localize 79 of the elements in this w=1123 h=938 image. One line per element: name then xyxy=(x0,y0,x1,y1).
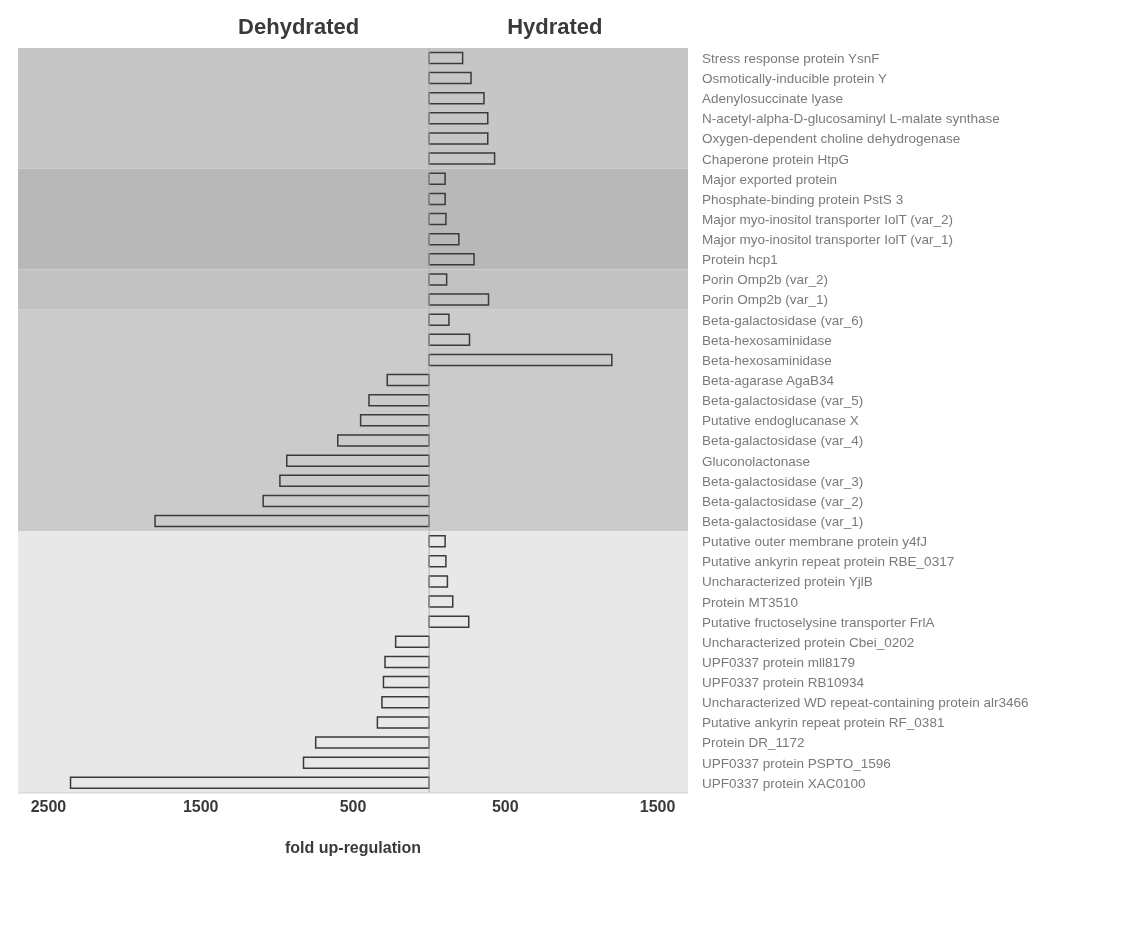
bar xyxy=(428,575,449,588)
y-tick-label: Putative ankyrin repeat protein RF_0381 xyxy=(702,715,945,731)
bar xyxy=(382,675,430,689)
y-tick-label: Beta-hexosaminidase xyxy=(702,332,832,348)
bar xyxy=(428,615,470,628)
bar xyxy=(428,333,471,347)
y-tick-label: Beta-hexosaminidase xyxy=(702,352,832,368)
y-tick-label: N-acetyl-alpha-D-glucosaminyl L-malate synthase xyxy=(702,111,1000,127)
y-tick-label: Uncharacterized protein Cbei_0202 xyxy=(702,634,915,650)
y-tick-label: Beta-galactosidase (var_1) xyxy=(702,513,864,529)
y-tick-label: Beta-galactosidase (var_5) xyxy=(702,393,864,409)
bar xyxy=(384,655,430,669)
bar xyxy=(428,353,613,367)
bar xyxy=(394,635,430,649)
bar xyxy=(428,212,447,226)
x-tick-label: 1500 xyxy=(639,798,676,816)
y-tick-label: Putative fructoselysine transporter FrlA xyxy=(702,614,935,630)
y-tick-label: Beta-galactosidase (var_6) xyxy=(702,312,864,328)
bar xyxy=(428,293,490,306)
y-tick-label: Beta-galactosidase (var_3) xyxy=(702,473,864,489)
x-tick-label: 500 xyxy=(491,798,519,816)
bar xyxy=(376,716,430,729)
y-tick-label: Protein MT3510 xyxy=(702,594,799,610)
bar xyxy=(428,91,485,105)
bar xyxy=(381,696,430,709)
y-tick-label: Porin Omp2b (var_1) xyxy=(702,292,829,308)
y-tick-label: Putative ankyrin repeat protein RBE_0317 xyxy=(702,554,955,570)
y-tick-label: Putative outer membrane protein y4fJ xyxy=(702,534,928,550)
y-tick-label: Putative endoglucanase X xyxy=(702,413,859,429)
bar xyxy=(337,434,430,447)
bar xyxy=(154,514,430,528)
x-tick-label: 2500 xyxy=(30,798,67,816)
bar xyxy=(428,313,450,326)
bar xyxy=(386,373,430,387)
y-tick-label: Adenylosuccinate lyase xyxy=(702,91,844,107)
bar xyxy=(428,51,464,65)
y-tick-label: Oxygen-dependent choline dehydrogenase xyxy=(702,131,961,147)
y-tick-label: Porin Omp2b (var_2) xyxy=(702,272,829,288)
bar xyxy=(428,555,447,568)
bar xyxy=(428,595,454,608)
y-tick-label: Beta-agarase AgaB34 xyxy=(702,373,835,389)
bar xyxy=(428,273,448,286)
y-tick-label: UPF0337 protein PSPTO_1596 xyxy=(702,755,891,771)
y-tick-label: Uncharacterized protein YjlB xyxy=(702,574,873,590)
bar xyxy=(69,776,430,790)
y-tick-label: UPF0337 protein RB10934 xyxy=(702,675,865,691)
bar xyxy=(428,152,496,165)
y-tick-label: Osmotically-inducible protein Y xyxy=(702,71,888,86)
bar xyxy=(428,232,460,246)
text: Dehydrated xyxy=(238,14,360,40)
bar xyxy=(428,132,489,145)
bar xyxy=(262,494,430,508)
bar xyxy=(368,393,430,407)
bar xyxy=(286,454,430,467)
bar xyxy=(359,414,430,427)
y-tick-label: Protein hcp1 xyxy=(702,252,778,268)
bar xyxy=(428,71,472,85)
y-tick-label: Chaperone protein HtpG xyxy=(702,151,850,167)
bar xyxy=(279,474,430,488)
y-tick-label: UPF0337 protein mll8179 xyxy=(702,654,856,670)
y-tick-label: Beta-galactosidase (var_4) xyxy=(702,433,864,449)
y-tick-label: Beta-galactosidase (var_2) xyxy=(702,493,864,509)
y-tick-label: Phosphate-binding protein PstS 3 xyxy=(702,191,904,207)
x-tick-label: 1500 xyxy=(182,798,219,816)
bar xyxy=(314,736,430,749)
x-axis-title: fold up-regulation xyxy=(285,839,421,856)
bar xyxy=(428,253,475,266)
text: Hydrated xyxy=(507,14,603,40)
y-tick-label: Major myo-inositol transporter IolT (var_1) xyxy=(702,232,954,248)
x-tick-label: 500 xyxy=(339,798,367,816)
y-tick-label: Uncharacterized WD repeat-containing protein alr3466 xyxy=(702,695,1029,711)
y-tick-label: Major myo-inositol transporter IolT (var_2) xyxy=(702,211,954,227)
y-tick-label: Major exported protein xyxy=(702,171,838,187)
y-tick-label: Protein DR_1172 xyxy=(702,735,805,751)
y-tick-label: Gluconolactonase xyxy=(702,453,811,469)
y-tick-label: UPF0337 protein XAC0100 xyxy=(702,775,866,791)
bar xyxy=(302,756,430,769)
y-tick-label: Stress response protein YsnF xyxy=(702,50,880,66)
bar xyxy=(428,112,489,125)
